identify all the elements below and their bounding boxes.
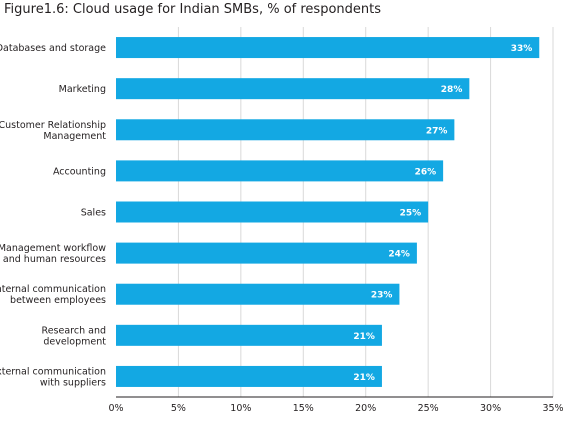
bar (116, 324, 382, 346)
category-label: External communication with suppliers (0, 366, 106, 388)
category-label: Customer Relationship Management (0, 120, 106, 142)
data-label: 21% (353, 373, 375, 383)
bar (116, 283, 400, 305)
category-label: Accounting (53, 166, 106, 177)
bars (116, 37, 540, 387)
data-label: 26% (415, 167, 437, 177)
category-label: Sales (81, 208, 106, 219)
data-label: 24% (388, 250, 410, 260)
data-label: 27% (426, 126, 448, 136)
data-labels: 33% 28% 27% 26% 25% 24% 23% 21% 21% (353, 44, 532, 383)
category-label: Management workflow and human resources (0, 243, 106, 265)
bar (116, 365, 382, 387)
category-label: Databases and storage (0, 43, 106, 54)
category-label: Marketing (59, 84, 106, 95)
bar (116, 37, 540, 59)
x-tick-label: 20% (355, 403, 376, 414)
x-tick-label: 15% (293, 403, 314, 414)
data-label: 25% (400, 209, 422, 219)
bar (116, 201, 429, 223)
bar (116, 119, 455, 141)
bar (116, 242, 417, 264)
bar (116, 160, 444, 182)
category-labels: Databases and storage Marketing Customer R… (0, 43, 106, 388)
x-tick-label: 5% (171, 403, 186, 414)
category-label: Research and development (42, 325, 107, 347)
x-tick-label: 25% (418, 403, 439, 414)
data-label: 28% (441, 85, 463, 95)
data-label: 21% (353, 332, 375, 342)
x-tick-label: 0% (108, 403, 123, 414)
x-tick-labels: 0% 5% 10% 15% 20% 25% 30% 35% (108, 403, 563, 414)
data-label: 33% (511, 44, 533, 54)
data-label: 23% (371, 291, 393, 301)
bar (116, 78, 470, 100)
x-tick-label: 30% (480, 403, 501, 414)
category-label: Internal communication between employees (0, 284, 106, 306)
chart-title: Figure1.6: Cloud usage for Indian SMBs, … (4, 2, 381, 17)
x-tick-label: 10% (230, 403, 251, 414)
x-tick-label: 35% (542, 403, 563, 414)
